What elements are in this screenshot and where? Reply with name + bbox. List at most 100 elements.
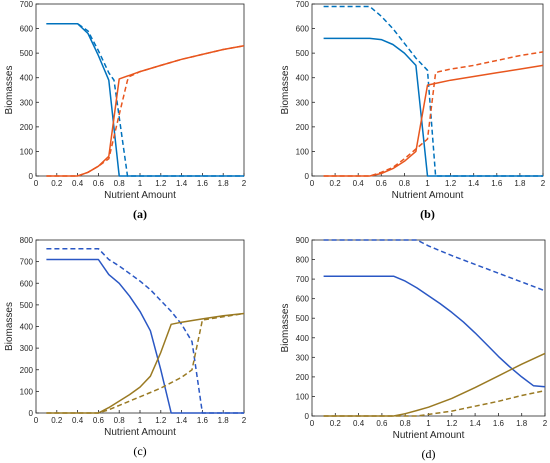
subplot-a: 0 0.2 0.4 0.6 0.8 1 1.2 1.4 1.6 1.8 2 0 100 200 300 400… [4,0,247,221]
series-line-4-dashed [323,389,546,417]
x-tick-label: 1.4 [176,179,188,188]
y-tick-label: 200 [296,123,310,132]
y-tick-label: 800 [20,236,34,245]
x-tick-label: 1.4 [470,419,482,428]
x-tick-label: 1.2 [445,179,457,188]
y-tick-label: 0 [305,172,310,181]
x-tick-label: 1 [425,179,430,188]
x-tick-label: 2 [541,179,546,188]
y-tick-label: 500 [20,301,34,310]
y-tick-label: 600 [20,279,34,288]
y-tick-label: 500 [296,49,310,58]
y-tick-label: 100 [296,147,310,156]
series-line-3-solid [46,312,245,414]
series-line-4-dashed [46,45,245,177]
x-tick-label: 1.6 [491,179,503,188]
y-axis-label: Biomasses [280,304,291,353]
x-tick-label: 1.8 [516,419,528,428]
panel-label: (d) [422,447,436,461]
y-tick-label: 100 [296,392,310,401]
panel-label: (a) [133,207,147,221]
y-axis-label: Biomasses [280,66,291,115]
series-line-2-dashed [323,5,543,177]
y-tick-label: 300 [20,98,34,107]
x-tick-label: 0.8 [114,179,126,188]
x-tick-label: 0.4 [353,179,365,188]
x-tick-label: 0.8 [400,419,412,428]
x-tick-label: 1 [138,416,143,425]
x-tick-label: 0.6 [93,179,105,188]
y-tick-label: 700 [20,0,34,9]
x-tick-label: 2 [543,419,548,428]
series-line-3-solid [323,64,544,177]
x-tick-label: 1.4 [176,416,188,425]
y-tick-label: 400 [20,323,34,332]
x-tick-label: 0.6 [376,419,388,428]
x-axis-label: Nutrient Amount [104,427,176,438]
y-axis-label: Biomasses [4,302,15,351]
y-tick-label: 400 [296,74,310,83]
x-tick-label: 0.6 [376,179,388,188]
x-axis-label: Nutrient Amount [104,190,176,201]
series-line-1-solid [323,275,546,388]
y-tick-label: 300 [296,353,310,362]
y-tick-label: 0 [29,409,34,418]
y-tick-label: 400 [296,334,310,343]
series-line-2-dashed [46,22,244,177]
series-line-2-dashed [323,239,546,292]
y-tick-label: 100 [20,147,34,156]
x-tick-label: 2 [242,179,247,188]
x-tick-label: 0.2 [330,179,342,188]
y-tick-label: 800 [296,256,310,265]
y-tick-label: 100 [20,387,34,396]
x-tick-label: 1.8 [218,416,230,425]
x-tick-label: 1.2 [446,419,458,428]
y-tick-label: 0 [305,412,310,421]
y-tick-label: 300 [20,344,34,353]
series-line-1-solid [46,258,244,414]
series-line-4-dashed [323,51,544,177]
x-tick-label: 1.6 [493,419,505,428]
x-tick-label: 0.4 [72,416,84,425]
y-tick-label: 700 [20,258,34,267]
y-tick-label: 200 [20,366,34,375]
y-tick-label: 700 [296,0,310,9]
y-axis-label: Biomasses [4,66,15,115]
x-tick-label: 0.2 [330,419,342,428]
subplot-b: 0 0.2 0.4 0.6 0.8 1 1.2 1.4 1.6 1.8 2 0 100 200 300 400… [280,0,546,221]
x-tick-label: 0.8 [114,416,126,425]
y-tick-label: 900 [296,236,310,245]
y-tick-label: 700 [296,275,310,284]
x-tick-label: 1.6 [197,416,209,425]
x-tick-label: 1.6 [197,179,209,188]
subplot-c: 0 0.2 0.4 0.6 0.8 1 1.2 1.4 1.6 1.8 2 0 100 200 300 400… [4,236,247,458]
plot-frame [35,3,245,177]
series-line-4-dashed [46,312,245,414]
x-tick-label: 1.2 [155,416,167,425]
x-tick-label: 0.2 [51,416,63,425]
series-line-1-solid [323,37,543,177]
x-tick-label: 0 [310,179,315,188]
x-tick-label: 1.2 [155,179,167,188]
y-tick-label: 400 [20,74,34,83]
x-tick-label: 0.4 [72,179,84,188]
panel-label: (b) [420,207,435,221]
panel-label: (c) [133,444,146,458]
plot-frame [311,3,544,177]
x-tick-label: 0.4 [353,419,365,428]
y-tick-label: 200 [20,123,34,132]
x-tick-label: 0.6 [93,416,105,425]
x-tick-label: 1.4 [468,179,480,188]
x-tick-label: 1 [138,179,143,188]
x-tick-label: 1.8 [514,179,526,188]
x-axis-label: Nutrient Amount [392,190,464,201]
y-tick-label: 600 [20,25,34,34]
plot-frame [311,239,546,417]
x-tick-label: 0.2 [51,179,63,188]
x-tick-label: 0 [34,416,39,425]
x-tick-label: 1 [426,419,431,428]
y-tick-label: 600 [296,25,310,34]
y-tick-label: 300 [296,98,310,107]
series-line-3-solid [323,352,546,417]
